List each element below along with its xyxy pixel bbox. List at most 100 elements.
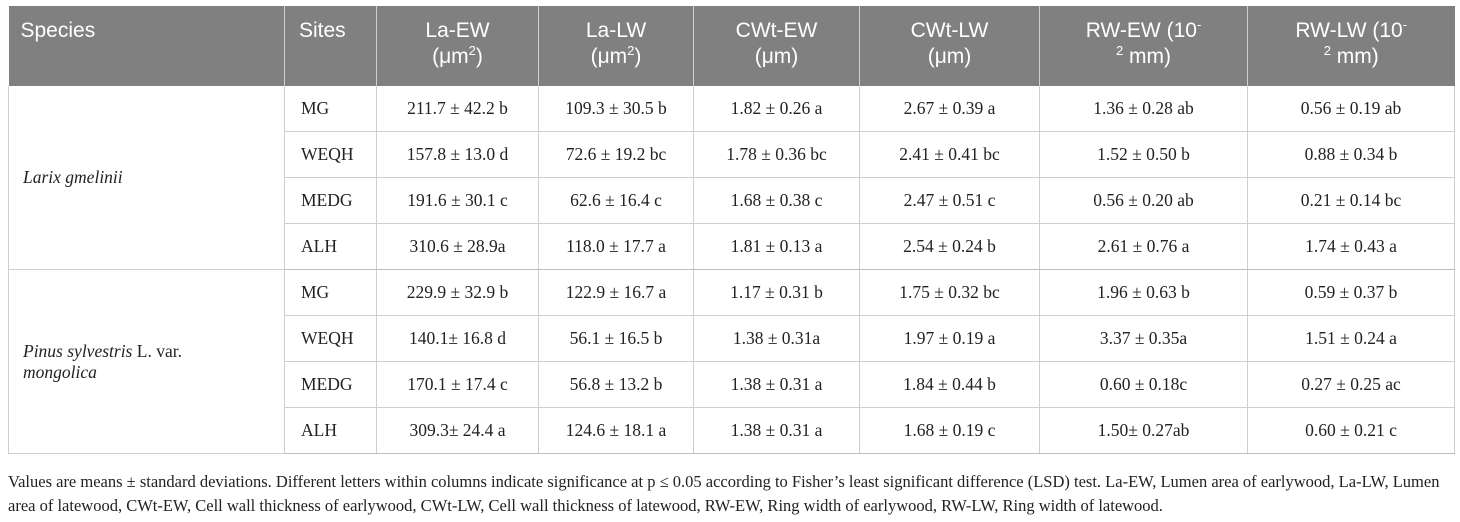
rw-ew-cell: 0.56 ± 0.20 ab xyxy=(1039,177,1248,224)
la-lw-cell: 118.0 ± 17.7 a xyxy=(538,223,694,270)
site-cell: WEQH xyxy=(284,315,377,362)
rw-lw-cell: 0.56 ± 0.19 ab xyxy=(1247,86,1455,132)
cwt-lw-cell: 2.67 ± 0.39 a xyxy=(859,86,1040,132)
la-ew-cell: 211.7 ± 42.2 b xyxy=(376,86,539,132)
data-table-container: Species Sites La-EW (μm2) La-LW (μm2) CW… xyxy=(8,6,1455,454)
la-ew-cell: 309.3± 24.4 a xyxy=(376,407,539,454)
la-ew-cell: 229.9 ± 32.9 b xyxy=(376,269,539,316)
header-la-lw: La-LW (μm2) xyxy=(538,6,694,86)
cwt-ew-cell: 1.68 ± 0.38 c xyxy=(693,177,860,224)
header-cwt-ew: CWt-EW (μm) xyxy=(693,6,860,86)
site-cell: MEDG xyxy=(284,177,377,224)
table-row: WEQH 157.8 ± 13.0 d 72.6 ± 19.2 bc 1.78 … xyxy=(9,131,1455,178)
la-ew-cell: 157.8 ± 13.0 d xyxy=(376,131,539,178)
table-footnote: Values are means ± standard deviations. … xyxy=(8,472,1440,515)
cwt-lw-cell: 2.54 ± 0.24 b xyxy=(859,223,1040,270)
la-lw-cell: 124.6 ± 18.1 a xyxy=(538,407,694,454)
table-row: ALH 310.6 ± 28.9a 118.0 ± 17.7 a 1.81 ± … xyxy=(9,223,1455,270)
header-la-ew-close: ) xyxy=(475,45,483,68)
header-la-ew-label: La-EW xyxy=(425,19,490,42)
cwt-lw-cell: 1.97 ± 0.19 a xyxy=(859,315,1040,362)
header-la-lw-label: La-LW xyxy=(585,19,647,42)
rw-lw-cell: 0.59 ± 0.37 b xyxy=(1247,269,1455,316)
cwt-lw-cell: 2.41 ± 0.41 bc xyxy=(859,131,1040,178)
cwt-ew-cell: 1.78 ± 0.36 bc xyxy=(693,131,860,178)
cwt-lw-cell: 1.75 ± 0.32 bc xyxy=(859,269,1040,316)
table-body: Larix gmelinii MG 211.7 ± 42.2 b 109.3 ±… xyxy=(8,86,1455,454)
cwt-ew-cell: 1.81 ± 0.13 a xyxy=(693,223,860,270)
header-la-ew-sup: 2 xyxy=(468,43,476,58)
header-cwt-lw-unit: (μm) xyxy=(927,45,972,68)
header-cwt-lw-label: CWt-LW xyxy=(910,19,989,42)
rw-lw-cell: 0.60 ± 0.21 c xyxy=(1247,407,1455,454)
la-lw-cell: 72.6 ± 19.2 bc xyxy=(538,131,694,178)
table-row: ALH 309.3± 24.4 a 124.6 ± 18.1 a 1.38 ± … xyxy=(9,407,1455,454)
la-ew-cell: 310.6 ± 28.9a xyxy=(376,223,539,270)
la-lw-cell: 109.3 ± 30.5 b xyxy=(538,86,694,132)
header-species: Species xyxy=(8,6,285,86)
header-cwt-ew-label: CWt-EW xyxy=(735,19,818,42)
la-ew-cell: 140.1± 16.8 d xyxy=(376,315,539,362)
cwt-ew-cell: 1.38 ± 0.31 a xyxy=(693,407,860,454)
la-lw-cell: 56.1 ± 16.5 b xyxy=(538,315,694,362)
header-rw-ew-label: RW-EW (10 xyxy=(1085,19,1197,42)
header-la-lw-unit: (μm xyxy=(590,45,628,68)
table-row: Larix gmelinii MG 211.7 ± 42.2 b 109.3 ±… xyxy=(8,86,1455,270)
la-lw-cell: 62.6 ± 16.4 c xyxy=(538,177,694,224)
rw-lw-cell: 0.27 ± 0.25 ac xyxy=(1247,361,1455,408)
rw-ew-cell: 1.96 ± 0.63 b xyxy=(1039,269,1248,316)
cwt-lw-cell: 1.84 ± 0.44 b xyxy=(859,361,1040,408)
header-species-label: Species xyxy=(20,19,96,42)
rw-ew-cell: 3.37 ± 0.35a xyxy=(1039,315,1248,362)
rw-lw-cell: 0.21 ± 0.14 bc xyxy=(1247,177,1455,224)
header-rw-ew-exp2: 2 xyxy=(1115,43,1124,58)
table-header: Species Sites La-EW (μm2) La-LW (μm2) CW… xyxy=(8,6,1455,86)
header-rw-ew-unit: mm) xyxy=(1123,45,1172,68)
species-cell: Larix gmelinii xyxy=(8,86,285,270)
site-cell: WEQH xyxy=(284,131,377,178)
table-row: MEDG 191.6 ± 30.1 c 62.6 ± 16.4 c 1.68 ±… xyxy=(9,177,1455,224)
la-ew-cell: 191.6 ± 30.1 c xyxy=(376,177,539,224)
header-rw-lw: RW-LW (10- 2 mm) xyxy=(1247,6,1455,86)
la-lw-cell: 122.9 ± 16.7 a xyxy=(538,269,694,316)
rw-lw-cell: 1.74 ± 0.43 a xyxy=(1247,223,1455,270)
la-lw-cell: 56.8 ± 13.2 b xyxy=(538,361,694,408)
table-row: MEDG 170.1 ± 17.4 c 56.8 ± 13.2 b 1.38 ±… xyxy=(9,361,1455,408)
header-la-lw-sup: 2 xyxy=(627,43,635,58)
header-la-ew-unit: (μm xyxy=(432,45,469,68)
rw-lw-cell: 1.51 ± 0.24 a xyxy=(1247,315,1455,362)
header-rw-ew-exp: - xyxy=(1196,17,1202,32)
header-la-lw-close: ) xyxy=(634,45,642,68)
header-rw-lw-label: RW-LW (10 xyxy=(1295,19,1403,42)
header-rw-ew: RW-EW (10- 2 mm) xyxy=(1039,6,1248,86)
la-ew-cell: 170.1 ± 17.4 c xyxy=(376,361,539,408)
site-cell: ALH xyxy=(284,407,377,454)
header-la-ew: La-EW (μm2) xyxy=(376,6,539,86)
header-sites: Sites xyxy=(284,6,377,86)
rw-ew-cell: 0.60 ± 0.18c xyxy=(1039,361,1248,408)
header-sites-label: Sites xyxy=(299,19,346,42)
rw-lw-cell: 0.88 ± 0.34 b xyxy=(1247,131,1455,178)
header-rw-lw-exp2: 2 xyxy=(1323,43,1331,58)
cwt-ew-cell: 1.38 ± 0.31a xyxy=(693,315,860,362)
species-name: Pinus sylvestris xyxy=(23,340,133,361)
anatomy-table: Species Sites La-EW (μm2) La-LW (μm2) CW… xyxy=(8,6,1455,454)
table-row: Pinus sylvestris L. var. mongolica MG 229… xyxy=(8,269,1455,454)
species-cell: Pinus sylvestris L. var. mongolica xyxy=(8,269,285,454)
rw-ew-cell: 1.50± 0.27ab xyxy=(1039,407,1248,454)
site-cell: MG xyxy=(284,86,377,132)
site-cell: ALH xyxy=(284,223,377,270)
species-name: Larix gmelinii xyxy=(23,167,123,187)
cwt-ew-cell: 1.82 ± 0.26 a xyxy=(693,86,860,132)
table-row: WEQH 140.1± 16.8 d 56.1 ± 16.5 b 1.38 ± … xyxy=(9,315,1455,362)
header-cwt-ew-unit: (μm) xyxy=(754,45,799,68)
rw-ew-cell: 2.61 ± 0.76 a xyxy=(1039,223,1248,270)
cwt-lw-cell: 2.47 ± 0.51 c xyxy=(859,177,1040,224)
cwt-lw-cell: 1.68 ± 0.19 c xyxy=(859,407,1040,454)
header-cwt-lw: CWt-LW (μm) xyxy=(859,6,1040,86)
rw-ew-cell: 1.36 ± 0.28 ab xyxy=(1039,86,1248,132)
site-cell: MG xyxy=(284,269,377,316)
site-cell: MEDG xyxy=(284,361,377,408)
species-variety: mongolica xyxy=(23,361,97,382)
cwt-ew-cell: 1.17 ± 0.31 b xyxy=(693,269,860,316)
